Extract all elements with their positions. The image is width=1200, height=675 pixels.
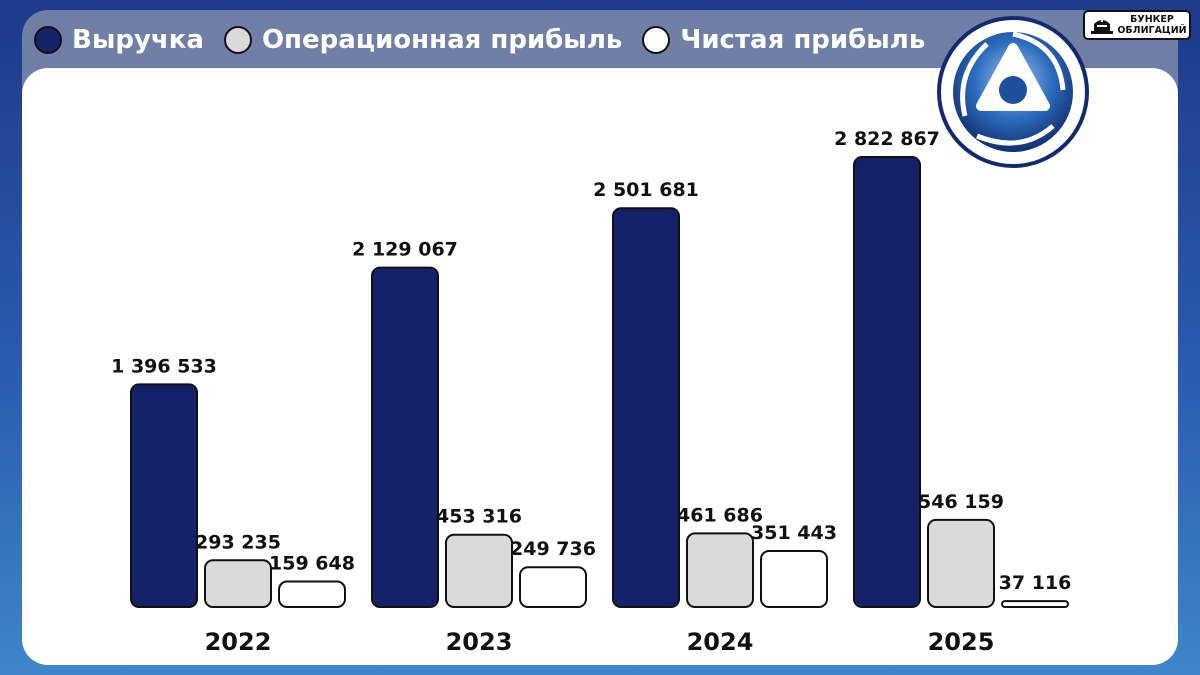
x-tick-label-2024: 2024 bbox=[687, 628, 754, 656]
value-label-operating-profit-2024: 461 686 bbox=[677, 504, 763, 526]
value-label-operating-profit-2022: 293 235 bbox=[195, 531, 281, 553]
bar-operating-profit-2022 bbox=[204, 559, 272, 608]
bar-revenue-2024 bbox=[612, 207, 680, 609]
bar-operating-profit-2025 bbox=[927, 518, 995, 608]
value-label-net-profit-2024: 351 443 bbox=[751, 522, 837, 544]
legend-label-net-profit: Чистая прибыль bbox=[680, 25, 926, 55]
value-label-net-profit-2022: 159 648 bbox=[269, 553, 355, 575]
rosatom-emblem-icon bbox=[953, 31, 1073, 152]
bar-operating-profit-2023 bbox=[445, 533, 513, 608]
legend-item-net-profit: Чистая прибыль bbox=[642, 20, 925, 60]
bar-net-profit-2023 bbox=[519, 566, 587, 608]
x-tick-label-2025: 2025 bbox=[928, 628, 995, 656]
legend-item-revenue: Выручка bbox=[34, 20, 204, 60]
value-label-revenue-2023: 2 129 067 bbox=[352, 239, 458, 261]
bar-revenue-2022 bbox=[130, 383, 198, 609]
rosatom-logo bbox=[937, 16, 1089, 168]
legend-label-revenue: Выручка bbox=[72, 25, 204, 55]
x-tick-label-2023: 2023 bbox=[446, 628, 513, 656]
legend-swatch-net-profit bbox=[642, 26, 671, 54]
legend-label-operating-profit: Операционная прибыль bbox=[261, 25, 623, 55]
x-tick-label-2022: 2022 bbox=[205, 628, 272, 656]
brand-badge: БУНКЕР ОБЛИГАЦИЙ bbox=[1083, 10, 1191, 40]
bar-net-profit-2024 bbox=[760, 549, 828, 609]
chart-legend: Выручка Операционная прибыль Чистая приб… bbox=[34, 20, 945, 60]
bunker-icon bbox=[1091, 19, 1113, 34]
legend-swatch-revenue bbox=[34, 26, 62, 54]
legend-item-operating-profit: Операционная прибыль bbox=[223, 20, 623, 60]
legend-swatch-operating-profit bbox=[223, 26, 252, 54]
bar-revenue-2025 bbox=[853, 156, 921, 608]
brand-line-2: ОБЛИГАЦИЙ bbox=[1117, 25, 1187, 36]
bar-operating-profit-2024 bbox=[686, 532, 754, 609]
bar-net-profit-2022 bbox=[278, 580, 346, 608]
value-label-net-profit-2023: 249 736 bbox=[510, 538, 596, 560]
value-label-operating-profit-2023: 453 316 bbox=[436, 506, 522, 528]
bar-revenue-2023 bbox=[371, 266, 439, 608]
value-label-revenue-2024: 2 501 681 bbox=[593, 179, 699, 201]
value-label-revenue-2025: 2 822 867 bbox=[834, 128, 940, 150]
value-label-net-profit-2025: 37 116 bbox=[999, 572, 1072, 594]
brand-line-1: БУНКЕР bbox=[1130, 14, 1174, 25]
value-label-revenue-2022: 1 396 533 bbox=[111, 355, 217, 377]
brand-text: БУНКЕР ОБЛИГАЦИЙ bbox=[1115, 14, 1189, 36]
bar-net-profit-2025 bbox=[1001, 600, 1069, 609]
value-label-operating-profit-2025: 546 159 bbox=[918, 491, 1004, 513]
